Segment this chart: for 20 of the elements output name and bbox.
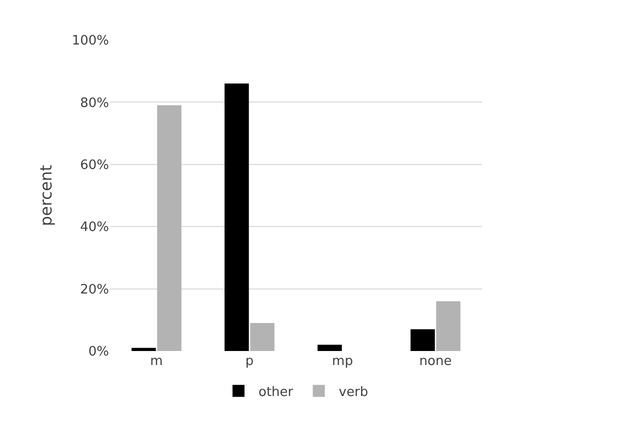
bar	[132, 348, 156, 351]
y-tick-label: 20%	[80, 282, 109, 298]
y-tick-label: 60%	[80, 158, 109, 173]
y-tick-label: 40%	[80, 220, 109, 236]
legend-label: verb	[338, 384, 368, 400]
y-tick-label: 80%	[80, 96, 109, 111]
y-tick-label: 100%	[72, 34, 109, 49]
bar	[318, 344, 342, 351]
bar	[157, 105, 182, 351]
x-tick-label: mp	[332, 354, 353, 369]
y-tick-label: 0%	[88, 344, 109, 360]
x-tick-label: none	[419, 354, 452, 369]
bar	[224, 84, 249, 351]
x-tick-label: m	[150, 354, 163, 369]
x-tick-label: p	[245, 354, 254, 369]
legend-label: other	[258, 384, 294, 400]
bar	[250, 323, 274, 351]
bar	[410, 329, 435, 351]
y-axis-title: percent	[36, 164, 56, 226]
bar	[436, 301, 460, 351]
